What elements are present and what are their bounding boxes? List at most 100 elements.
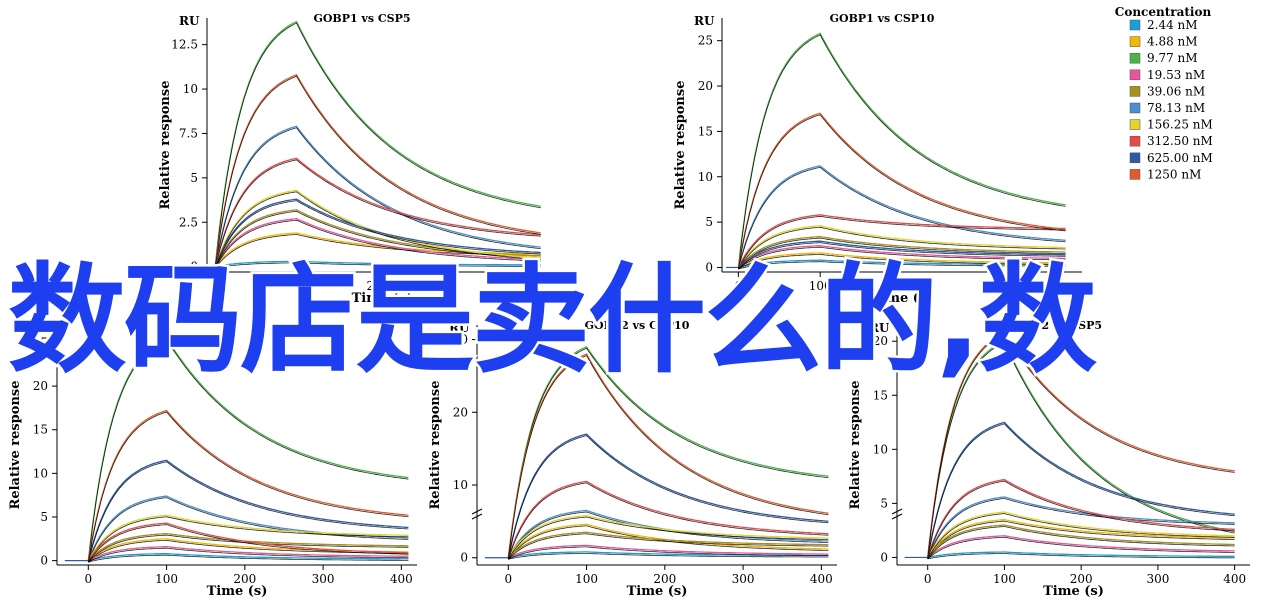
y-tick-label: 5 [190, 171, 198, 185]
series-line-625-00-nM [927, 421, 1235, 558]
legend-label: 156.25 nM [1147, 118, 1213, 132]
y-tick-label: 5 [705, 215, 713, 229]
y-tick-label: 0 [40, 554, 48, 568]
legend-label: 78.13 nM [1147, 101, 1205, 115]
series-line-39-06-nM [927, 524, 1235, 558]
axis-break-mark [471, 513, 483, 520]
series-line-625-00-nM [737, 240, 1066, 268]
y-tick-label: 30 [453, 333, 468, 347]
series-line-1250-nM [507, 353, 829, 558]
series-line-312-50-nM [214, 157, 541, 267]
fit-line [88, 534, 409, 563]
series-line-4-88-nM [738, 252, 1066, 269]
series-line-312-50-nM [87, 522, 409, 561]
chart-title: GOBP2 vs CSP5 [1005, 319, 1102, 332]
legend-label: 625.00 nM [1147, 151, 1213, 165]
y-tick-label: 10 [183, 82, 198, 96]
fit-line [738, 166, 1066, 270]
legend-label: 312.50 nM [1147, 134, 1213, 148]
y-tick-label: 10 [33, 466, 48, 480]
x-tick-label: 200 [233, 572, 256, 586]
y-axis-label: Relative response [428, 381, 443, 510]
legend-swatch [1129, 135, 1141, 147]
series-line-19-53-nM [737, 245, 1066, 268]
x-tick-label: 300 [1146, 572, 1169, 586]
series-line-156-25-nM [87, 514, 409, 561]
fit-line [927, 342, 1235, 559]
x-tick-label: 300 [312, 572, 335, 586]
x-tick-label: 100 [993, 572, 1016, 586]
axis-break-mark [891, 508, 903, 515]
series-line-625-00-nM [87, 459, 409, 561]
unit-label: RU [29, 321, 50, 335]
y-axis-label: Relative response [673, 81, 688, 210]
series-line-78-13-nM [737, 165, 1066, 268]
y-tick-label: 0 [190, 260, 198, 274]
x-tick-label: 0 [924, 572, 932, 586]
fit-line [87, 524, 409, 563]
unit-label: RU [694, 14, 715, 28]
series-line-19-53-nM [508, 544, 829, 559]
fit-line [87, 339, 409, 563]
fit-line [508, 553, 829, 560]
series-line-1250-nM [87, 409, 409, 561]
chart-panel-2: 0 5 10 15 20 25 0 100 GOBP1 vs CSP10 RU Time (s) Re… [673, 12, 1082, 306]
y-tick-label: 20 [698, 79, 713, 93]
unit-label: RU [179, 14, 200, 28]
fit-line [508, 533, 829, 560]
y-tick-label: 7.5 [179, 126, 198, 140]
fit-line [214, 159, 541, 269]
y-tick-label: 20 [873, 334, 888, 348]
series-line-19-53-nM [88, 546, 409, 562]
chart-panel-1: 0 2.5 5 7.5 10 12.5 0 200 GOBP1 vs CSP5 RU Time (s… [158, 12, 557, 306]
legend-swatch [1129, 86, 1141, 97]
series-line-156-25-nM [507, 514, 829, 559]
series-line-156-25-nM [927, 511, 1235, 558]
y-tick-label: 20 [453, 405, 468, 419]
fit-line [927, 526, 1235, 560]
fit-line [738, 253, 1066, 270]
y-tick-label: 0 [880, 550, 888, 564]
fit-line [87, 461, 409, 563]
x-axis-label: Time (s) [207, 584, 268, 599]
x-tick-label: 300 [732, 572, 755, 586]
fit-line [508, 546, 829, 560]
y-tick-label: 10 [873, 442, 888, 456]
x-tick-label: 0 [735, 279, 743, 293]
fit-line [88, 554, 409, 563]
x-tick-label: 200 [653, 572, 676, 586]
y-axis-label: Relative response [8, 381, 23, 510]
x-tick-label: 200 [1070, 572, 1093, 586]
series-line-156-25-nM [214, 189, 541, 267]
overlay-caption: 数码店是卖什么的,数 [8, 250, 1099, 390]
fit-line [738, 246, 1066, 270]
series-line-156-25-nM [737, 225, 1066, 268]
series-line-2-44-nM [927, 551, 1235, 559]
chart-panel-3: 0 5 10 15 20 25 0 100 200 300 400 RU Time (s) Relativ… [8, 321, 417, 599]
axis-break-mark [891, 513, 903, 520]
series-line-312-50-nM [927, 478, 1235, 558]
series-line-1250-nM [737, 112, 1066, 268]
x-tick-label: 400 [810, 572, 833, 586]
fit-line [738, 34, 1066, 270]
x-axis-label: Time (s) [872, 291, 933, 306]
series-line-19-53-nM [214, 218, 541, 268]
fit-line [214, 22, 541, 269]
fit-line [507, 347, 829, 560]
fit-line [214, 127, 541, 269]
series-line-1250-nM [214, 73, 541, 267]
legend-label: 2.44 nM [1147, 18, 1198, 32]
y-tick-label: 2.5 [179, 215, 198, 229]
legend-swatch [1129, 119, 1141, 130]
unit-label: RU [449, 321, 470, 335]
legend-label: 9.77 nM [1147, 51, 1198, 65]
series-line-78-13-nM [214, 125, 541, 267]
chart-title: GOBP1 vs CSP5 [313, 12, 410, 25]
series-line-19-53-nM [927, 535, 1235, 558]
series-line-39-06-nM [507, 531, 829, 559]
series-line-4-88-nM [507, 523, 829, 559]
y-tick-label: 12.5 [171, 38, 198, 52]
fit-line [215, 262, 541, 269]
